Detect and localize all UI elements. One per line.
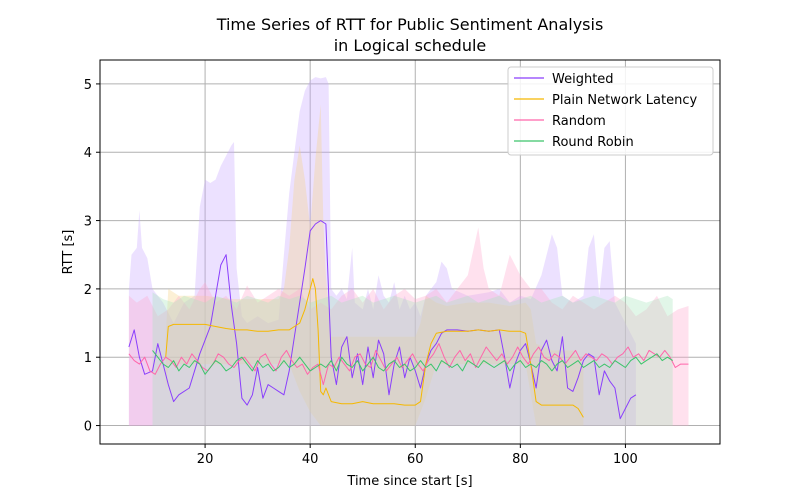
plain-network-latency-line: [165, 278, 584, 418]
random-band: [128, 227, 689, 426]
y-tick-label: 5: [84, 78, 92, 93]
plot-frame: [99, 59, 721, 445]
x-tick-label: 40: [302, 452, 319, 467]
legend-label-random: Random: [552, 114, 606, 129]
x-tick-label: 100: [613, 452, 638, 467]
y-tick-label: 1: [84, 351, 92, 366]
series-lines: [128, 220, 689, 420]
legend: Weighted Plain Network Latency Random Round…: [507, 66, 714, 156]
legend-box: [507, 66, 714, 156]
x-axis-ticks: 20 40 60 80 100: [197, 444, 638, 467]
random-line: [128, 343, 689, 386]
y-tick-label: 2: [84, 283, 92, 298]
y-tick-label: 0: [84, 420, 92, 435]
y-axis-ticks: 0 1 2 3 4 5: [84, 78, 100, 435]
x-tick-label: 20: [197, 452, 214, 467]
round-robin-band: [152, 292, 673, 426]
chart-title: Time Series of RTT for Public Sentiment …: [216, 15, 604, 34]
y-tick-label: 3: [84, 215, 92, 230]
weighted-line: [128, 220, 637, 420]
x-axis-label: Time since start [s]: [346, 474, 472, 489]
legend-label-plain-network-latency: Plain Network Latency: [552, 93, 698, 108]
weighted-band: [128, 77, 636, 426]
confidence-bands: [128, 77, 689, 426]
legend-label-round-robin: Round Robin: [552, 135, 634, 150]
chart-subtitle: in Logical schedule: [334, 36, 487, 55]
plain-network-latency-band: [165, 104, 584, 426]
y-axis-label: RTT [s]: [61, 230, 76, 275]
legend-label-weighted: Weighted: [552, 72, 614, 87]
round-robin-line: [152, 350, 673, 375]
x-tick-label: 80: [512, 452, 529, 467]
y-tick-label: 4: [84, 146, 92, 161]
x-tick-label: 60: [407, 452, 424, 467]
